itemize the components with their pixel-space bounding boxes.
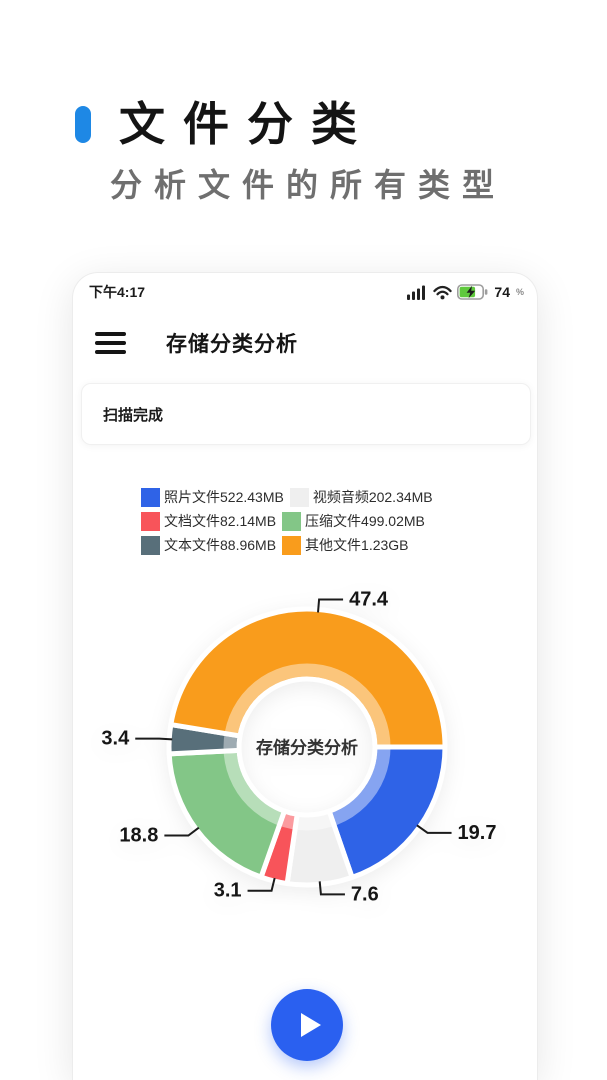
legend-swatch-icon xyxy=(141,511,160,531)
scan-status-card[interactable]: 扫描完成 xyxy=(81,383,531,445)
slice-value-label-4: 3.4 xyxy=(101,728,130,750)
wifi-icon xyxy=(433,285,453,299)
legend-label: 照片文件522.43MB xyxy=(164,489,284,505)
legend-label: 文本文件88.96MB xyxy=(164,537,277,553)
signal-icon xyxy=(407,285,426,300)
hamburger-menu-icon[interactable] xyxy=(95,332,126,354)
legend-item-2[interactable]: 文档文件82.14MB xyxy=(141,511,276,531)
status-bar: 下午4:17 74 % xyxy=(89,281,524,303)
legend-item-0[interactable]: 照片文件522.43MB xyxy=(141,487,284,507)
label-line-3 xyxy=(164,826,200,837)
label-line-5 xyxy=(317,598,344,613)
label-line-0 xyxy=(416,824,452,834)
legend-item-1[interactable]: 视频音频202.34MB xyxy=(289,487,433,507)
legend-swatch-icon xyxy=(141,487,160,507)
slice-value-label-3: 18.8 xyxy=(119,824,158,846)
pie-slice-3[interactable] xyxy=(166,747,287,880)
legend-row: 照片文件522.43MB 视频音频202.34MB xyxy=(141,487,433,507)
play-button[interactable] xyxy=(271,989,343,1061)
legend-label: 文档文件82.14MB xyxy=(164,513,277,529)
app-bar: 存储分类分析 xyxy=(95,325,298,361)
battery-charging-icon xyxy=(457,284,488,300)
percent-sign: % xyxy=(515,287,524,297)
play-icon xyxy=(300,1013,321,1037)
slice-value-label-2: 3.1 xyxy=(214,880,242,902)
label-line-2 xyxy=(247,877,276,892)
scan-status-text: 扫描完成 xyxy=(103,406,164,424)
donut-inner-rim xyxy=(223,663,391,831)
chart-legend: 照片文件522.43MB 视频音频202.34MB 文档文件82.14MB 压缩文件4… xyxy=(141,487,433,555)
pie-slice-0[interactable] xyxy=(326,744,448,880)
legend-label: 压缩文件499.02MB xyxy=(305,513,425,529)
slice-value-label-5: 47.4 xyxy=(349,588,389,610)
pie-slice-5[interactable] xyxy=(168,606,448,750)
accent-bar xyxy=(75,105,91,143)
slice-value-label-0: 19.7 xyxy=(458,822,497,844)
slice-value-label-1: 7.6 xyxy=(351,883,379,905)
battery-percent: 74 xyxy=(494,284,510,300)
legend-row: 文本文件88.96MB 其他文件1.23GB xyxy=(141,535,433,555)
appbar-title: 存储分类分析 xyxy=(166,333,298,356)
legend-item-5[interactable]: 其他文件1.23GB xyxy=(282,535,409,555)
chart-center-title: 存储分类分析 xyxy=(256,738,358,758)
legend-swatch-icon xyxy=(289,487,309,507)
legend-item-4[interactable]: 文本文件88.96MB xyxy=(141,535,276,555)
legend-swatch-icon xyxy=(282,535,302,555)
phone-mockup: 下午4:17 74 % xyxy=(72,272,538,1080)
legend-swatch-icon xyxy=(282,511,302,531)
status-time: 下午4:17 xyxy=(89,284,146,300)
donut-chart: 19.7 7.6 3.1 18.8 3.4 47.4 存储分类分析 xyxy=(73,581,539,941)
legend-label: 视频音频202.34MB xyxy=(312,489,433,505)
label-line-1 xyxy=(318,881,345,896)
legend-swatch-icon xyxy=(141,535,160,555)
page-subtitle: 分析文件的所有类型 xyxy=(110,166,507,204)
label-line-4 xyxy=(135,737,173,741)
page-title: 文件分类 xyxy=(119,97,375,151)
legend-row: 文档文件82.14MB 压缩文件499.02MB xyxy=(141,511,433,531)
legend-item-3[interactable]: 压缩文件499.02MB xyxy=(282,511,425,531)
legend-label: 其他文件1.23GB xyxy=(305,537,409,553)
